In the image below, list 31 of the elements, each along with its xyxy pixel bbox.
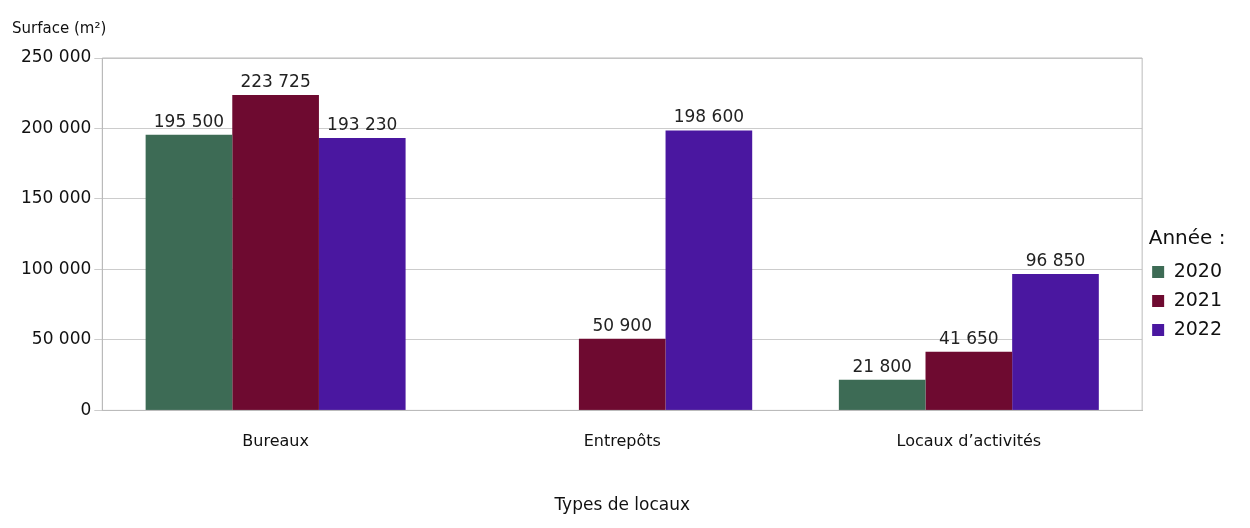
x-tick-label: Bureaux [242,431,309,451]
bar [145,134,233,410]
x-axis-title: Types de locaux [553,494,691,515]
data-label: 21 800 [852,355,912,376]
legend-label: 2021 [1173,287,1223,310]
bar [665,130,753,410]
y-tick-label: 200 000 [20,116,92,137]
y-tick-label: 100 000 [20,257,92,278]
legend-title: Année : [1148,224,1226,249]
bar [838,379,926,410]
x-tick-label: Entrepôts [583,431,661,451]
y-tick-label: 50 000 [31,328,92,349]
x-tick-label: Locaux d’activités [896,431,1042,451]
data-label: 198 600 [673,106,745,127]
bar [925,351,1013,410]
legend-label: 2022 [1173,316,1223,339]
data-label: 50 900 [592,314,652,335]
bar [318,138,406,410]
y-axis-title: Surface (m²) [12,19,107,38]
legend-label: 2020 [1173,258,1223,281]
data-label: 223 725 [240,70,311,91]
data-label: 195 500 [153,110,225,131]
bar [232,95,319,410]
y-tick-label: 150 000 [20,187,92,208]
bar [1012,273,1099,410]
data-label: 96 850 [1025,249,1086,270]
y-tick-label: 0 [80,398,92,419]
y-tick-label: 250 000 [20,46,92,67]
data-label: 193 230 [327,113,398,134]
data-label: 41 650 [939,327,999,348]
bar [578,338,666,410]
